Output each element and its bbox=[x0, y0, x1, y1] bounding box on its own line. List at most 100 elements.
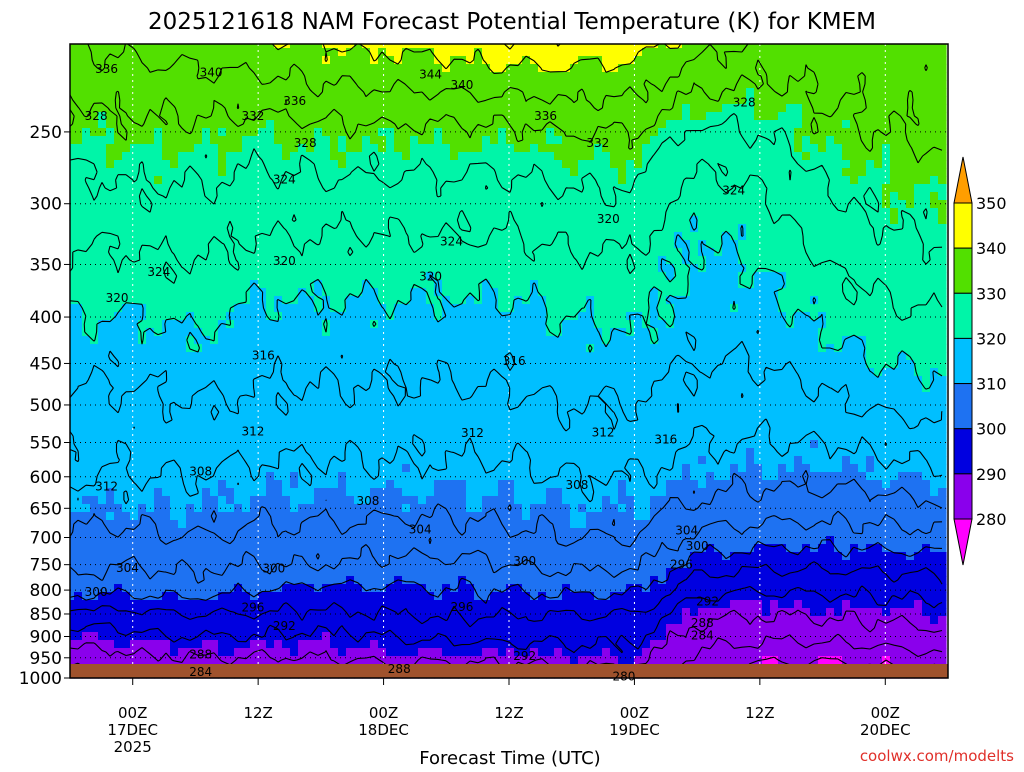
theta-cell bbox=[338, 320, 347, 329]
theta-cell bbox=[402, 376, 411, 385]
theta-cell bbox=[514, 56, 523, 65]
theta-cell bbox=[258, 168, 267, 177]
theta-cell bbox=[554, 224, 563, 233]
theta-cell bbox=[834, 136, 843, 145]
theta-cell bbox=[74, 72, 83, 81]
theta-cell bbox=[634, 216, 643, 225]
theta-cell bbox=[842, 384, 851, 393]
theta-cell bbox=[170, 344, 179, 353]
theta-cell bbox=[186, 144, 195, 153]
theta-cell bbox=[810, 296, 819, 305]
theta-cell bbox=[426, 208, 435, 217]
theta-cell bbox=[858, 120, 867, 129]
theta-cell bbox=[618, 168, 627, 177]
theta-cell bbox=[530, 104, 539, 113]
theta-cell bbox=[522, 104, 531, 113]
theta-cell bbox=[458, 240, 467, 249]
theta-cell bbox=[226, 392, 235, 401]
theta-cell bbox=[514, 64, 523, 73]
theta-cell bbox=[898, 384, 907, 393]
theta-cell bbox=[546, 264, 555, 273]
theta-cell bbox=[554, 200, 563, 209]
theta-cell bbox=[474, 88, 483, 97]
theta-cell bbox=[850, 320, 859, 329]
theta-cell bbox=[178, 48, 187, 57]
theta-cell bbox=[402, 152, 411, 161]
theta-cell bbox=[290, 112, 299, 121]
theta-cell bbox=[122, 208, 131, 217]
theta-cell bbox=[770, 208, 779, 217]
theta-cell bbox=[626, 256, 635, 265]
theta-cell bbox=[394, 280, 403, 289]
theta-cell bbox=[762, 240, 771, 249]
theta-cell bbox=[114, 400, 123, 409]
theta-cell bbox=[106, 48, 115, 57]
theta-cell bbox=[738, 200, 747, 209]
theta-cell bbox=[914, 328, 923, 337]
theta-cell bbox=[570, 320, 579, 329]
theta-cell bbox=[522, 136, 531, 145]
theta-cell bbox=[482, 392, 491, 401]
theta-cell bbox=[474, 48, 483, 57]
theta-cell bbox=[938, 392, 947, 401]
theta-cell bbox=[554, 368, 563, 377]
theta-cell bbox=[666, 296, 675, 305]
theta-cell bbox=[386, 304, 395, 313]
theta-cell bbox=[242, 208, 251, 217]
theta-cell bbox=[770, 120, 779, 129]
theta-cell bbox=[482, 128, 491, 137]
theta-cell bbox=[570, 280, 579, 289]
theta-cell bbox=[514, 120, 523, 129]
theta-cell bbox=[138, 120, 147, 129]
theta-cell bbox=[554, 344, 563, 353]
theta-cell bbox=[826, 200, 835, 209]
theta-cell bbox=[874, 224, 883, 233]
theta-cell bbox=[778, 208, 787, 217]
theta-cell bbox=[930, 64, 939, 73]
theta-cell bbox=[906, 304, 915, 313]
theta-cell bbox=[586, 192, 595, 201]
theta-cell bbox=[314, 48, 323, 57]
theta-cell bbox=[282, 208, 291, 217]
theta-cell bbox=[938, 248, 947, 257]
theta-cell bbox=[602, 376, 611, 385]
theta-cell bbox=[522, 184, 531, 193]
theta-cell bbox=[610, 44, 619, 49]
theta-cell bbox=[458, 256, 467, 265]
theta-cell bbox=[754, 304, 763, 313]
theta-cell bbox=[346, 224, 355, 233]
theta-cell bbox=[834, 352, 843, 361]
theta-cell bbox=[602, 192, 611, 201]
theta-cell bbox=[90, 128, 99, 137]
theta-cell bbox=[242, 112, 251, 121]
theta-cell bbox=[522, 80, 531, 89]
theta-cell bbox=[498, 232, 507, 241]
theta-cell bbox=[746, 88, 755, 97]
theta-cell bbox=[562, 152, 571, 161]
theta-cell bbox=[570, 328, 579, 337]
theta-cell bbox=[410, 44, 419, 49]
theta-cell bbox=[226, 384, 235, 393]
theta-cell bbox=[338, 360, 347, 369]
theta-cell bbox=[530, 88, 539, 97]
theta-cell bbox=[898, 392, 907, 401]
theta-cell bbox=[690, 320, 699, 329]
theta-cell bbox=[218, 232, 227, 241]
theta-cell bbox=[498, 288, 507, 297]
theta-cell bbox=[250, 312, 259, 321]
theta-cell bbox=[322, 248, 331, 257]
theta-cell bbox=[538, 64, 547, 73]
theta-cell bbox=[202, 320, 211, 329]
theta-cell bbox=[626, 72, 635, 81]
theta-cell bbox=[810, 208, 819, 217]
theta-cell bbox=[578, 152, 587, 161]
theta-cell bbox=[850, 80, 859, 89]
theta-cell bbox=[850, 280, 859, 289]
theta-cell bbox=[202, 312, 211, 321]
theta-cell bbox=[450, 384, 459, 393]
theta-cell bbox=[834, 288, 843, 297]
theta-cell bbox=[282, 328, 291, 337]
theta-cell bbox=[122, 280, 131, 289]
theta-cell bbox=[410, 152, 419, 161]
theta-cell bbox=[762, 160, 771, 169]
